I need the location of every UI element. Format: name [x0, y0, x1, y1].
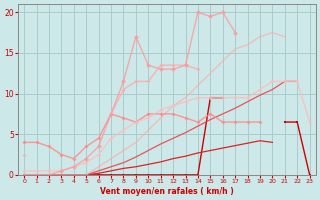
X-axis label: Vent moyen/en rafales ( km/h ): Vent moyen/en rafales ( km/h ) — [100, 187, 234, 196]
